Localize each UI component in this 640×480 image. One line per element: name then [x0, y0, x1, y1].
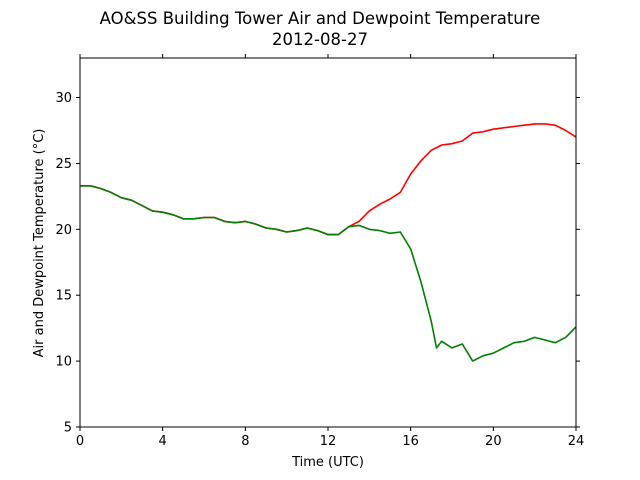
y-tick-label-1: 10	[55, 355, 72, 370]
x-tick-label-1: 4	[159, 434, 167, 449]
chart-subtitle: 2012-08-27	[272, 30, 368, 49]
x-tick-label-2: 8	[241, 434, 249, 449]
x-axis-label: Time (UTC)	[291, 455, 364, 470]
y-tick-label-3: 20	[55, 223, 72, 238]
y-tick-label-4: 25	[55, 157, 72, 172]
x-tick-label-3: 12	[320, 434, 337, 449]
x-axis-ticks: 0 4 8 12 16 20 24	[76, 54, 584, 449]
y-tick-label-2: 15	[55, 289, 72, 304]
y-tick-label-0: 5	[64, 421, 72, 436]
series-line-1	[80, 185, 577, 362]
y-tick-label-5: 30	[55, 91, 72, 106]
x-tick-label-4: 16	[402, 434, 419, 449]
y-axis-label: Air and Dewpoint Temperature (°C)	[32, 129, 47, 358]
series-line-0	[80, 123, 577, 236]
x-tick-label-5: 20	[485, 434, 502, 449]
x-tick-label-0: 0	[76, 434, 84, 449]
chart-title: AO&SS Building Tower Air and Dewpoint Te…	[100, 9, 541, 28]
x-tick-label-6: 24	[568, 434, 585, 449]
y-axis-ticks: 5 10 15 20 25 30	[55, 91, 580, 436]
plot-lines	[80, 123, 577, 362]
plot-frame	[79, 57, 577, 428]
